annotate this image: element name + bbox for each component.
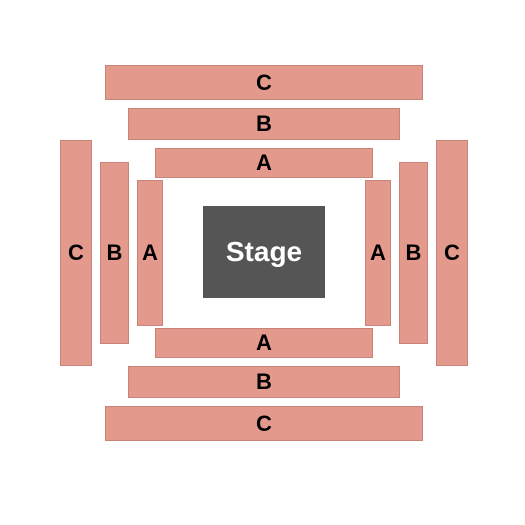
section-left-c[interactable]: C [60,140,92,366]
section-label: A [256,330,272,356]
section-bottom-c[interactable]: C [105,406,423,441]
section-right-a[interactable]: A [365,180,391,326]
section-right-c[interactable]: C [436,140,468,366]
section-label: C [444,240,460,266]
section-top-c[interactable]: C [105,65,423,100]
section-bottom-a[interactable]: A [155,328,373,358]
section-label: A [370,240,386,266]
section-top-b[interactable]: B [128,108,400,140]
section-label: B [256,369,272,395]
section-label: C [256,70,272,96]
stage-label: Stage [226,236,302,268]
section-right-b[interactable]: B [399,162,428,344]
section-label: A [142,240,158,266]
section-label: A [256,150,272,176]
section-top-a[interactable]: A [155,148,373,178]
section-label: C [68,240,84,266]
section-label: B [406,240,422,266]
section-bottom-b[interactable]: B [128,366,400,398]
section-label: B [256,111,272,137]
stage-block: Stage [203,206,325,298]
section-left-a[interactable]: A [137,180,163,326]
section-label: C [256,411,272,437]
section-left-b[interactable]: B [100,162,129,344]
seating-chart: Stage C B A A B C A B C A B C [0,0,525,525]
section-label: B [107,240,123,266]
